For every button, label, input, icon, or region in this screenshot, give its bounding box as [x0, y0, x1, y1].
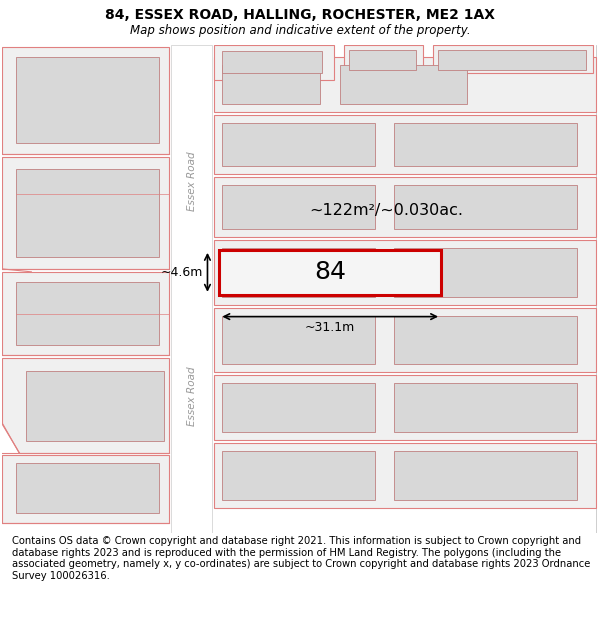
Bar [2, 158, 169, 269]
Bar [394, 316, 577, 364]
Bar [394, 185, 577, 229]
Text: Contains OS data © Crown copyright and database right 2021. This information is : Contains OS data © Crown copyright and d… [12, 536, 590, 581]
Bar [349, 50, 416, 70]
Text: Map shows position and indicative extent of the property.: Map shows position and indicative extent… [130, 24, 470, 37]
Bar [16, 169, 159, 257]
Text: ~122m²/~0.030ac.: ~122m²/~0.030ac. [310, 202, 463, 217]
Bar [223, 248, 375, 297]
Bar [344, 45, 424, 73]
Bar [438, 50, 586, 70]
Bar [223, 65, 320, 104]
Bar [394, 248, 577, 297]
Bar [214, 375, 596, 440]
Bar [223, 122, 375, 166]
Text: Essex Road: Essex Road [187, 152, 197, 211]
Polygon shape [2, 358, 169, 453]
Bar [223, 51, 322, 73]
Bar [2, 47, 169, 154]
Bar [394, 451, 577, 499]
Bar [394, 122, 577, 166]
Bar [214, 177, 596, 237]
Polygon shape [2, 272, 169, 356]
Bar [214, 45, 334, 80]
Bar [214, 308, 596, 372]
Bar [170, 45, 212, 532]
Bar [223, 383, 375, 432]
Bar [214, 240, 596, 304]
Bar [214, 57, 596, 112]
Bar [16, 282, 159, 346]
Bar [2, 455, 169, 522]
Bar [394, 383, 577, 432]
Text: 84, ESSEX ROAD, HALLING, ROCHESTER, ME2 1AX: 84, ESSEX ROAD, HALLING, ROCHESTER, ME2 … [105, 8, 495, 22]
Bar [16, 57, 159, 142]
Bar [223, 316, 375, 364]
Bar [26, 371, 164, 441]
Bar [223, 451, 375, 499]
Text: 84: 84 [314, 261, 346, 284]
Text: Essex Road: Essex Road [187, 366, 197, 426]
Text: ~31.1m: ~31.1m [305, 321, 355, 334]
Bar [223, 185, 375, 229]
Bar [433, 45, 593, 73]
Bar [214, 443, 596, 508]
Bar [220, 250, 441, 295]
Bar [340, 65, 467, 104]
Bar [214, 114, 596, 174]
Text: ~4.6m: ~4.6m [161, 266, 203, 279]
Bar [16, 463, 159, 512]
